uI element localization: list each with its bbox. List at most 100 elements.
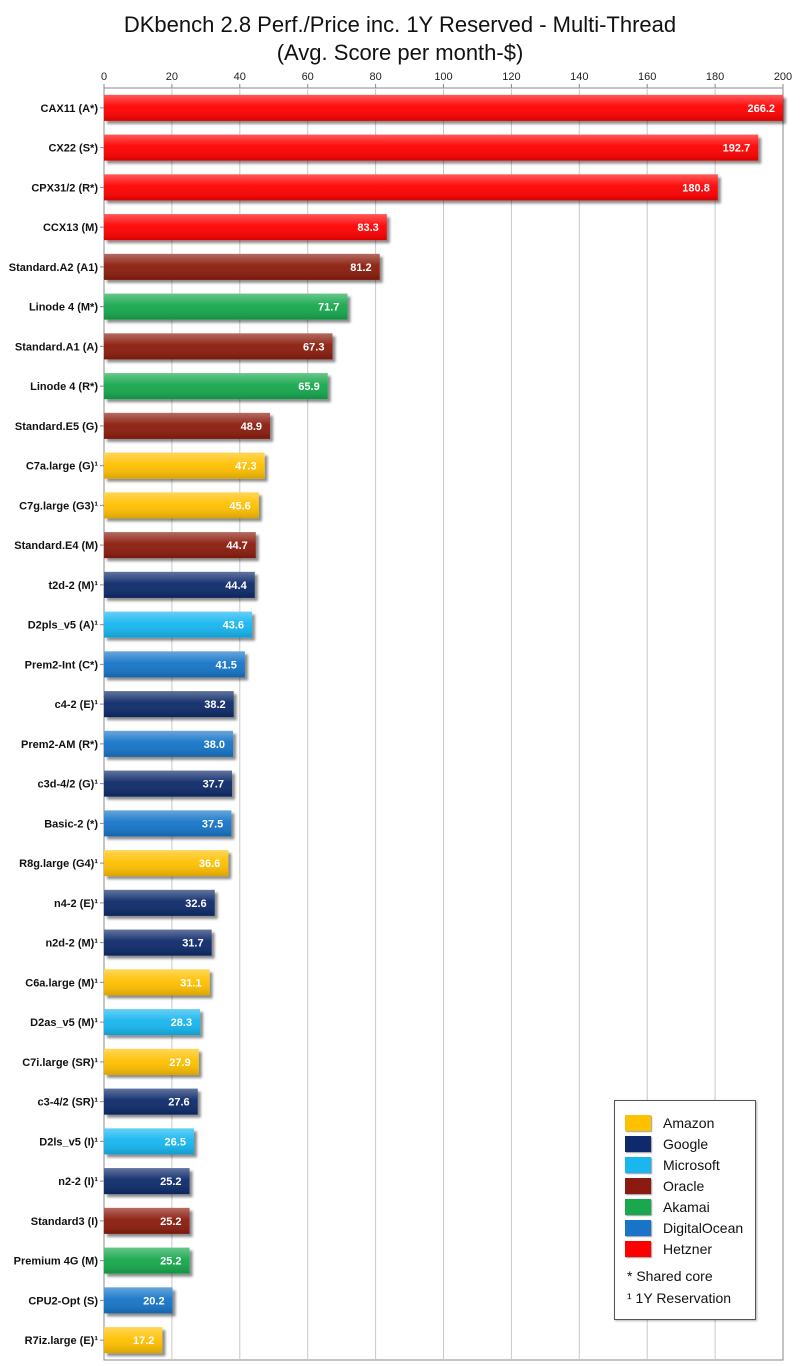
bar-value-label: 44.7 [226, 540, 247, 552]
bar-gloss [104, 1088, 198, 1115]
legend-note-reservation: ¹ 1Y Reservation [627, 1290, 732, 1306]
bar-gloss [104, 293, 348, 320]
bar-value-label: 38.0 [204, 739, 225, 751]
bar-value-label: 192.7 [723, 143, 751, 155]
y-tick-label: Linode 4 (M*) [29, 302, 98, 314]
grid-layer [103, 87, 784, 1361]
bar-value-label: 38.2 [204, 699, 225, 711]
bar-value-label: 45.6 [229, 500, 250, 512]
bar-value-label: 17.2 [133, 1335, 154, 1347]
bar-gloss [104, 1207, 190, 1234]
y-tick-label: Standard.E4 (M) [14, 540, 98, 552]
legend-label-amazon: Amazon [663, 1115, 715, 1131]
y-tick-label: Standard.A1 (A) [15, 341, 98, 353]
legend-note-shared-core: * Shared core [627, 1268, 713, 1284]
y-tick-label: Prem2-Int (C*) [25, 659, 99, 671]
x-tick-label: 200 [774, 71, 792, 83]
y-tick-label: n2-2 (I)¹ [58, 1176, 98, 1188]
x-tick-label: 120 [502, 71, 520, 83]
bar-gloss [104, 810, 232, 837]
x-tick-label: 140 [570, 71, 588, 83]
y-tick-label: c4-2 (E)¹ [55, 699, 99, 711]
bar-gloss [104, 1247, 190, 1274]
y-tick-label: Premium 4G (M) [14, 1256, 99, 1268]
bar-value-label: 27.9 [169, 1057, 190, 1069]
legend-label-microsoft: Microsoft [663, 1157, 720, 1173]
y-tick-label: c3d-4/2 (G)¹ [37, 779, 98, 791]
bar-gloss [104, 730, 234, 757]
bar-gloss [104, 889, 215, 916]
bar-gloss [104, 1168, 190, 1195]
legend: Amazon Google Microsoft Oracle Akamai Di… [614, 1100, 756, 1320]
legend-swatch-hetzner [625, 1241, 651, 1257]
bar-gloss [104, 691, 234, 718]
bar-gloss [104, 770, 232, 797]
x-tick-label: 100 [434, 71, 452, 83]
bar-gloss [104, 94, 783, 121]
y-tick-label: Linode 4 (R*) [30, 381, 98, 393]
bar-value-label: 31.1 [180, 977, 201, 989]
bar-gloss [104, 571, 255, 598]
y-tick-label: D2ls_v5 (I)¹ [39, 1136, 98, 1148]
bar-value-label: 43.6 [223, 620, 244, 632]
bar-gloss [104, 452, 265, 479]
legend-label-oracle: Oracle [663, 1178, 705, 1194]
bar-gloss [104, 1128, 194, 1155]
bar-value-label: 27.6 [168, 1097, 189, 1109]
bar-value-label: 41.5 [215, 659, 236, 671]
bar-gloss [104, 492, 259, 519]
y-tick-label: Basic-2 (*) [44, 818, 98, 830]
bar-gloss [104, 1287, 173, 1314]
y-tick-label: CAX11 (A*) [41, 103, 99, 115]
bar-gloss [104, 969, 210, 996]
legend-swatch-digitalocean [625, 1220, 651, 1236]
bar-value-label: 65.9 [298, 381, 319, 393]
legend-item-digitalocean: DigitalOcean [625, 1218, 743, 1238]
bar-value-label: 28.3 [171, 1017, 192, 1029]
bar-value-label: 37.5 [202, 818, 223, 830]
bar-value-label: 71.7 [318, 302, 339, 314]
legend-label-akamai: Akamai [663, 1199, 710, 1215]
bar-gloss [104, 373, 328, 400]
bar-value-label: 83.3 [357, 222, 378, 234]
y-tick-label: n2d-2 (M)¹ [45, 938, 98, 950]
legend-item-hetzner: Hetzner [625, 1239, 712, 1259]
legend-item-amazon: Amazon [625, 1113, 714, 1133]
x-tick-label: 40 [234, 71, 246, 83]
bar-value-label: 37.7 [203, 779, 224, 791]
bar-value-label: 32.6 [185, 898, 206, 910]
bar-value-label: 47.3 [235, 461, 256, 473]
bar-value-label: 25.2 [160, 1256, 181, 1268]
y-tick-label: Prem2-AM (R*) [21, 739, 98, 751]
bar-value-label: 48.9 [241, 421, 262, 433]
bar-value-label: 81.2 [350, 262, 371, 274]
x-tick-label: 180 [706, 71, 724, 83]
legend-swatch-akamai [625, 1199, 651, 1215]
y-tick-label: Standard.A2 (A1) [9, 262, 99, 274]
y-tick-label: c3-4/2 (SR)¹ [37, 1097, 98, 1109]
bar-gloss [104, 1048, 199, 1075]
legend-label-hetzner: Hetzner [663, 1241, 713, 1257]
y-tick-label: D2pls_v5 (A)¹ [28, 620, 99, 632]
y-tick-label: CX22 (S*) [48, 143, 98, 155]
bar-value-label: 266.2 [747, 103, 775, 115]
bar-gloss [104, 651, 245, 678]
bar-gloss [104, 412, 271, 439]
bar-value-label: 25.2 [160, 1216, 181, 1228]
bar-value-label: 67.3 [303, 341, 324, 353]
y-tick-label: CPX31/2 (R*) [31, 182, 98, 194]
bar-gloss [104, 253, 380, 280]
bar-layer: 266.2 192.7 180.8 83.3 81.2 71.7 67.3 65.9 48.9 4… [104, 94, 783, 1354]
chart-title-line2: (Avg. Score per month-$) [276, 40, 524, 65]
legend-swatch-microsoft [625, 1157, 651, 1173]
bar-value-label: 20.2 [143, 1295, 164, 1307]
legend-swatch-google [625, 1136, 651, 1152]
y-tick-label: C7i.large (SR)¹ [22, 1057, 98, 1069]
y-tick-label: R7iz.large (E)¹ [25, 1335, 99, 1347]
bar-value-label: 26.5 [165, 1136, 186, 1148]
bar-gloss [104, 174, 718, 201]
y-tick-label: CCX13 (M) [43, 222, 98, 234]
y-tick-label: t2d-2 (M)¹ [49, 580, 99, 592]
x-tick-label: 160 [638, 71, 656, 83]
